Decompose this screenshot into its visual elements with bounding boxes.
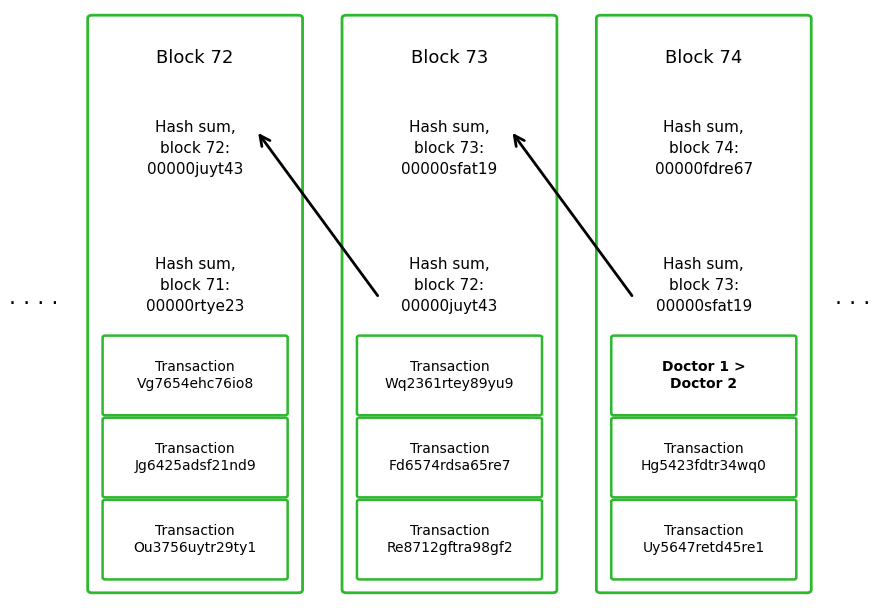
FancyBboxPatch shape	[357, 336, 542, 415]
Text: Hash sum,
block 72:
00000juyt43: Hash sum, block 72: 00000juyt43	[402, 257, 497, 314]
Text: · · ·: · · ·	[835, 294, 870, 314]
Text: Hash sum,
block 72:
00000juyt43: Hash sum, block 72: 00000juyt43	[147, 120, 243, 178]
Text: · · · ·: · · · ·	[9, 294, 58, 314]
FancyBboxPatch shape	[611, 500, 796, 579]
Text: Block 74: Block 74	[665, 49, 743, 67]
Text: Hash sum,
block 73:
00000sfat19: Hash sum, block 73: 00000sfat19	[402, 120, 497, 178]
Text: Transaction
Uy5647retd45re1: Transaction Uy5647retd45re1	[643, 524, 765, 555]
FancyBboxPatch shape	[611, 418, 796, 497]
FancyBboxPatch shape	[88, 15, 303, 593]
Text: Transaction
Re8712gftra98gf2: Transaction Re8712gftra98gf2	[386, 524, 513, 555]
FancyBboxPatch shape	[611, 336, 796, 415]
FancyBboxPatch shape	[103, 336, 288, 415]
FancyBboxPatch shape	[596, 15, 811, 593]
Text: Block 72: Block 72	[156, 49, 234, 67]
FancyBboxPatch shape	[342, 15, 557, 593]
Text: Hash sum,
block 74:
00000fdre67: Hash sum, block 74: 00000fdre67	[655, 120, 752, 178]
Text: Transaction
Wq2361rtey89yu9: Transaction Wq2361rtey89yu9	[385, 360, 514, 391]
Text: Hash sum,
block 73:
00000sfat19: Hash sum, block 73: 00000sfat19	[656, 257, 752, 314]
FancyBboxPatch shape	[103, 500, 288, 579]
Text: Transaction
Vg7654ehc76io8: Transaction Vg7654ehc76io8	[137, 360, 253, 391]
Text: Hash sum,
block 71:
00000rtye23: Hash sum, block 71: 00000rtye23	[146, 257, 245, 314]
Text: Transaction
Hg5423fdtr34wq0: Transaction Hg5423fdtr34wq0	[641, 442, 766, 473]
Text: Transaction
Jg6425adsf21nd9: Transaction Jg6425adsf21nd9	[134, 442, 256, 473]
FancyBboxPatch shape	[357, 500, 542, 579]
FancyBboxPatch shape	[357, 418, 542, 497]
Text: Transaction
Fd6574rdsa65re7: Transaction Fd6574rdsa65re7	[389, 442, 510, 473]
Text: Doctor 1 >
Doctor 2: Doctor 1 > Doctor 2	[662, 360, 745, 391]
Text: Transaction
Ou3756uytr29ty1: Transaction Ou3756uytr29ty1	[133, 524, 257, 555]
Text: Block 73: Block 73	[410, 49, 488, 67]
FancyBboxPatch shape	[103, 418, 288, 497]
